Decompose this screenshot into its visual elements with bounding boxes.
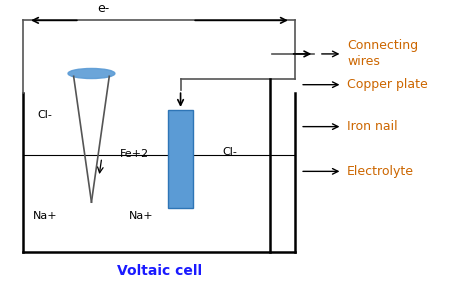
Text: Electrolyte: Electrolyte <box>347 165 414 178</box>
Ellipse shape <box>68 68 115 79</box>
Text: Connecting
wires: Connecting wires <box>347 39 418 68</box>
Bar <box>168 110 193 208</box>
Text: Fe+2: Fe+2 <box>120 149 149 159</box>
Text: e-: e- <box>97 2 109 15</box>
Text: Na+: Na+ <box>129 211 154 221</box>
Text: Copper plate: Copper plate <box>347 78 428 91</box>
Text: Voltaic cell: Voltaic cell <box>117 264 202 278</box>
Text: Iron nail: Iron nail <box>347 120 398 133</box>
Text: Cl-: Cl- <box>38 110 53 120</box>
Text: Cl-: Cl- <box>223 147 238 156</box>
Text: Na+: Na+ <box>33 211 58 221</box>
